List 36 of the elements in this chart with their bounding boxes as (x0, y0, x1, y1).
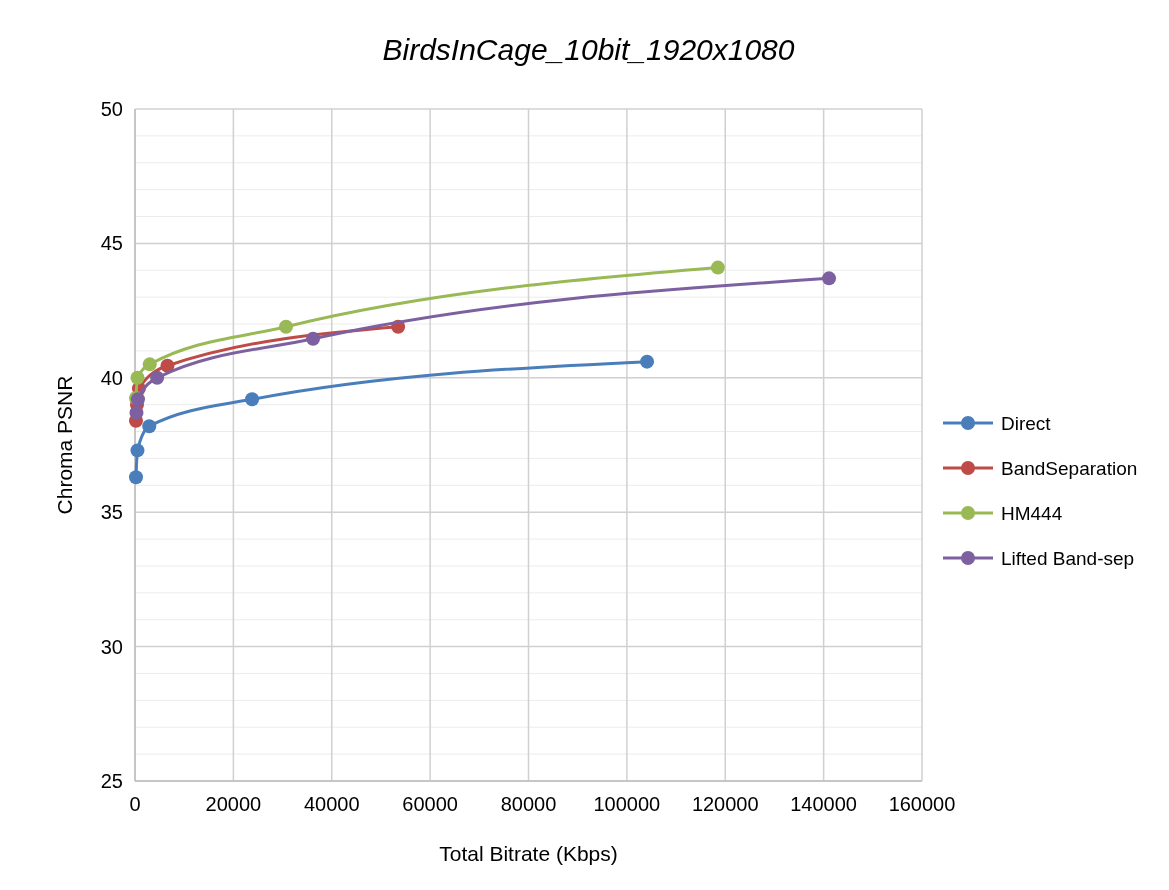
y-tick-label: 45 (100, 232, 123, 255)
point (128, 470, 143, 485)
y-tick-label: 30 (100, 635, 123, 658)
y-axis-title: Chroma PSNR (53, 375, 76, 515)
point (306, 331, 321, 346)
point (279, 319, 294, 334)
x-tick-label: 80000 (500, 793, 557, 815)
point (142, 419, 157, 434)
x-tick-label: 120000 (691, 793, 759, 815)
legend-label: Direct (1001, 412, 1052, 434)
x-tick-label: 40000 (303, 793, 360, 815)
x-tick-label: 0 (129, 793, 141, 815)
point (710, 260, 725, 275)
legend-label: HM444 (1001, 502, 1063, 524)
point (129, 405, 144, 420)
y-tick-label: 50 (100, 98, 123, 120)
x-tick-label: 140000 (790, 793, 857, 815)
point (640, 354, 655, 369)
point (822, 271, 837, 286)
point (130, 443, 145, 458)
y-tick-label: 35 (100, 501, 123, 524)
x-tick-label: 160000 (888, 793, 956, 815)
chart-title: BirdsInCage_10bit_1920x1080 (382, 33, 795, 66)
y-tick-label: 25 (100, 770, 123, 792)
point (160, 358, 175, 373)
x-axis-title: Total Bitrate (Kbps) (439, 842, 618, 865)
x-tick-label: 100000 (593, 793, 661, 815)
y-tick-label: 40 (100, 366, 123, 389)
point (130, 370, 145, 385)
point (245, 392, 260, 407)
point (150, 370, 165, 385)
x-tick-label: 20000 (205, 793, 262, 815)
point (142, 357, 157, 372)
x-tick-label: 60000 (402, 793, 458, 815)
legend-label: BandSeparation (1001, 457, 1138, 479)
legend-label: Lifted Band-sep (1001, 547, 1135, 569)
